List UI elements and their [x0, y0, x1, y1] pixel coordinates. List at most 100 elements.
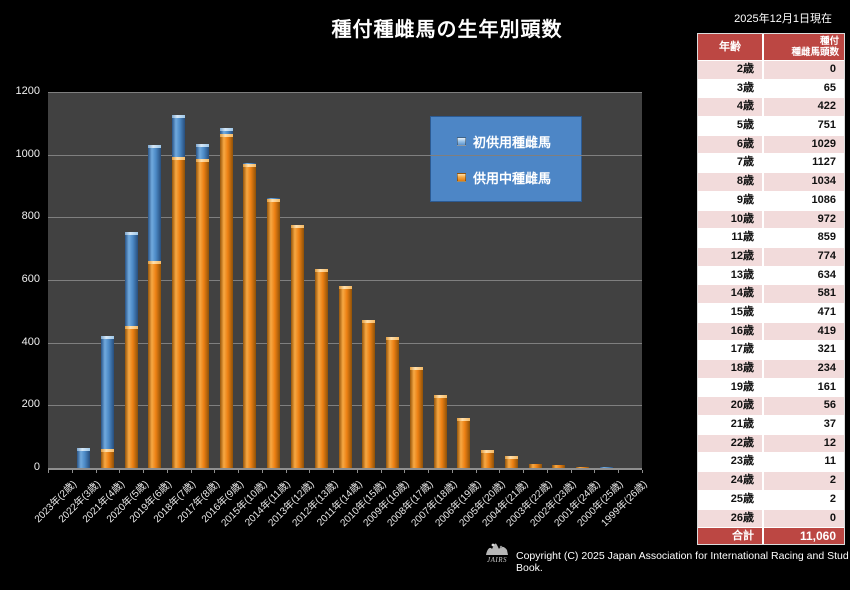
- legend-item-first-service: 初供用種雌馬: [457, 132, 581, 151]
- age-cell: 19歳: [698, 378, 762, 397]
- orange-segment: [409, 367, 423, 468]
- x-tick: [618, 470, 620, 473]
- table-header-age: 年齢: [698, 34, 762, 60]
- x-tick: [95, 470, 97, 473]
- age-cell: 4歳: [698, 98, 762, 117]
- stacked-bar: [267, 92, 281, 468]
- age-cell: 17歳: [698, 341, 762, 359]
- orange-segment: [552, 465, 566, 468]
- x-tick: [71, 470, 73, 473]
- count-cell: 1127: [764, 154, 844, 173]
- x-tick: [309, 470, 311, 473]
- orange-segment: [362, 320, 376, 468]
- age-cell: 9歳: [698, 191, 762, 210]
- age-cell: 24歳: [698, 472, 762, 490]
- horses-emblem-icon: [486, 543, 508, 555]
- count-cell: 234: [764, 360, 844, 378]
- legend-label: 供用中種雌馬: [473, 170, 552, 186]
- x-tick: [238, 470, 240, 473]
- orange-segment: [195, 159, 209, 468]
- stacked-bar: [409, 92, 423, 468]
- x-tick: [261, 470, 263, 473]
- count-cell: 634: [764, 266, 844, 285]
- x-tick: [356, 470, 358, 473]
- stacked-bar: [457, 92, 471, 468]
- x-tick: [499, 470, 501, 473]
- orange-segment: [172, 157, 186, 468]
- stacked-bar: [148, 92, 162, 468]
- age-cell: 5歳: [698, 117, 762, 135]
- count-cell: 2: [764, 472, 844, 490]
- x-tick: [594, 470, 596, 473]
- blue-segment: [243, 163, 257, 164]
- x-tick: [451, 470, 453, 473]
- age-cell: 13歳: [698, 266, 762, 285]
- x-tick: [285, 470, 287, 473]
- age-cell: 16歳: [698, 322, 762, 341]
- count-cell: 37: [764, 416, 844, 434]
- count-cell: 321: [764, 341, 844, 359]
- orange-segment: [576, 467, 590, 468]
- orange-series-marker-icon: [457, 172, 466, 182]
- stacked-bar: [599, 92, 613, 468]
- stacked-bar: [386, 92, 400, 468]
- orange-segment: [100, 449, 114, 468]
- orange-segment: [481, 450, 495, 468]
- stacked-bar: [243, 92, 257, 468]
- count-cell: 774: [764, 247, 844, 266]
- orange-segment: [338, 286, 352, 468]
- orange-segment: [528, 464, 542, 468]
- age-cell: 15歳: [698, 303, 762, 322]
- age-cell: 14歳: [698, 285, 762, 303]
- stacked-bar: [124, 92, 138, 468]
- table-header-count: 種付 種雌馬頭数: [764, 34, 844, 60]
- count-cell: 65: [764, 79, 844, 98]
- age-cell: 10歳: [698, 210, 762, 229]
- copyright-text: Copyright (C) 2025 Japan Association for…: [516, 550, 849, 574]
- y-tick-label: 0: [33, 461, 40, 473]
- blue-segment: [77, 448, 91, 468]
- gridline: [48, 280, 642, 281]
- count-cell: 2: [764, 490, 844, 509]
- stacked-bar: [314, 92, 328, 468]
- orange-segment: [386, 337, 400, 468]
- x-tick: [546, 470, 548, 473]
- gridline: [48, 154, 642, 156]
- stacked-bar: [195, 92, 209, 468]
- count-cell: 1034: [764, 173, 844, 191]
- chart-title: 種付種雌馬の生年別頭数: [331, 19, 563, 41]
- stacked-bar: [528, 92, 542, 468]
- age-cell: 6歳: [698, 135, 762, 154]
- blue-segment: [124, 232, 138, 326]
- count-cell: 751: [764, 117, 844, 135]
- stacked-bar: [219, 92, 233, 468]
- blue-segment: [148, 145, 162, 261]
- blue-series-marker-icon: [457, 136, 466, 146]
- count-cell: 161: [764, 378, 844, 397]
- orange-segment: [219, 134, 233, 468]
- age-cell: 2歳: [698, 61, 762, 79]
- x-tick: [404, 470, 406, 473]
- x-tick: [380, 470, 382, 473]
- x-tick: [642, 470, 643, 473]
- age-cell: 20歳: [698, 397, 762, 416]
- blue-segment: [599, 467, 613, 468]
- x-tick: [119, 470, 121, 473]
- count-cell: 11: [764, 453, 844, 472]
- count-cell: 419: [764, 322, 844, 341]
- gridline: [48, 92, 642, 93]
- stacked-bar: [624, 92, 637, 468]
- y-tick-label: 200: [21, 398, 40, 411]
- count-cell: 56: [764, 397, 844, 416]
- orange-segment: [148, 261, 162, 468]
- total-value-cell: 11,060: [764, 528, 844, 545]
- count-cell: 0: [764, 61, 844, 79]
- x-tick: [48, 470, 49, 473]
- stacked-bar: [77, 92, 91, 468]
- x-tick: [214, 470, 216, 473]
- y-tick-label: 1000: [15, 147, 40, 160]
- stacked-bar: [433, 92, 447, 468]
- orange-segment: [433, 395, 447, 468]
- age-cell: 11歳: [698, 229, 762, 247]
